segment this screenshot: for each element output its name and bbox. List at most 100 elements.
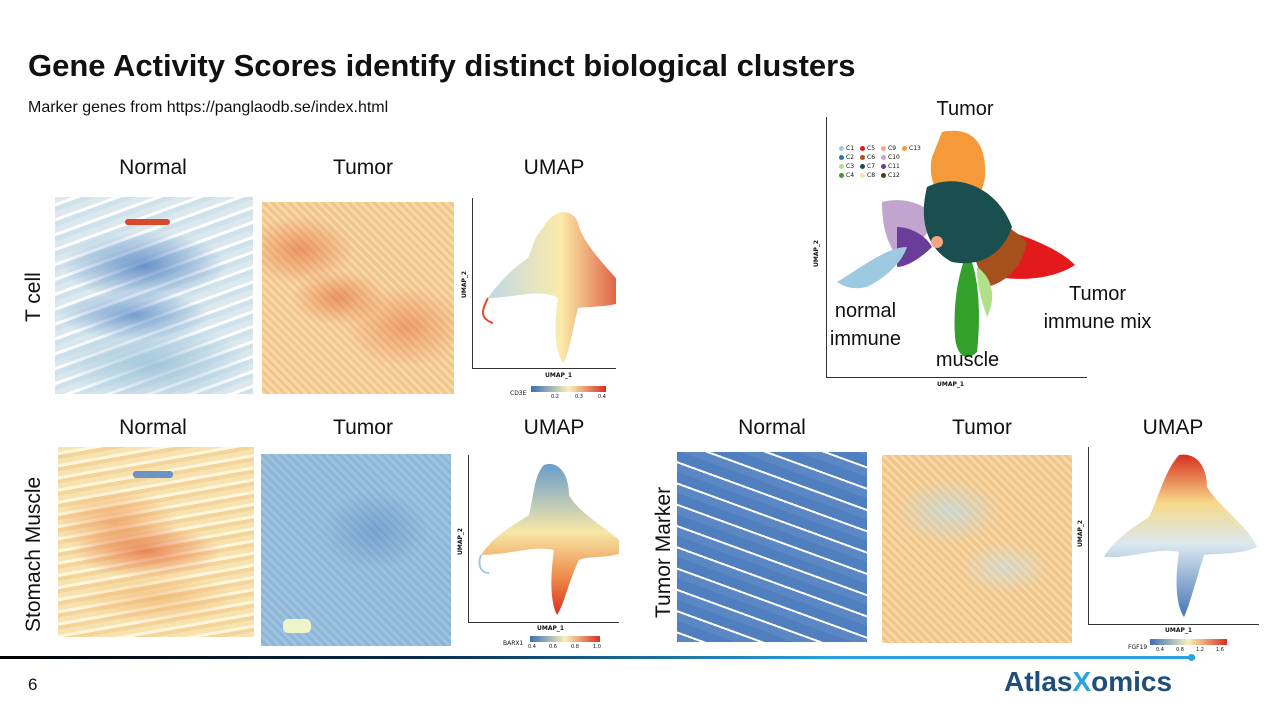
umap-tcell: UMAP_1 UMAP_2 xyxy=(461,198,633,379)
logo-text-x: X xyxy=(1072,666,1092,697)
colorbar-fgf19-tick: 0.4 xyxy=(1156,647,1164,653)
cluster-legend-label: C2 xyxy=(846,154,855,161)
tissue-map-tumormarker-normal xyxy=(677,452,867,642)
header-tumor-bottom-left: Tumor xyxy=(333,416,393,439)
colorbar-fgf19-tick: 1.2 xyxy=(1196,647,1204,653)
colorbar-barx1-tick: 0.8 xyxy=(571,644,579,650)
cluster-legend-swatch xyxy=(881,155,886,160)
colorbar-barx1-tick: 0.4 xyxy=(528,644,536,650)
cluster-legend-label: C10 xyxy=(888,154,900,161)
row-label-stomach-muscle: Stomach Muscle xyxy=(22,476,45,632)
cluster-anno-normal-immune: normal immune xyxy=(818,297,913,353)
header-normal-bottom-right: Normal xyxy=(738,416,806,439)
header-normal-top: Normal xyxy=(119,156,187,179)
cluster-legend-label: C12 xyxy=(888,172,900,179)
cluster-legend-label: C6 xyxy=(867,154,876,161)
colorbar-cd3e xyxy=(531,386,606,392)
cluster-anno-tumor-immune-mix: Tumor immune mix xyxy=(1030,280,1165,336)
cluster-legend-item: C7 xyxy=(860,163,875,170)
row-label-t-cell: T cell xyxy=(22,272,45,322)
cluster-legend-item: C12 xyxy=(881,172,900,179)
cluster-legend-label: C5 xyxy=(867,145,876,152)
cluster-legend-item: C10 xyxy=(881,154,900,161)
cluster-legend-swatch xyxy=(902,146,907,151)
tissue-map-muscle-tumor xyxy=(261,454,451,646)
header-tumor-top: Tumor xyxy=(333,156,393,179)
cluster-anno-tumor: Tumor xyxy=(936,98,994,120)
umap-tumormarker-ylabel: UMAP_2 xyxy=(1077,519,1084,547)
header-umap-top: UMAP xyxy=(523,156,585,179)
slide-title: Gene Activity Scores identify distinct b… xyxy=(28,48,856,83)
cluster-legend-swatch xyxy=(860,155,865,160)
umap-clusters: UMAP_1 UMAP_2 C1 C2 C3 C4 C5 C6 C7 C8 C9 C10 C11 C1… xyxy=(813,117,1087,388)
umap-muscle-xlabel: UMAP_1 xyxy=(537,625,565,632)
umap-tcell-ylabel: UMAP_2 xyxy=(461,270,468,298)
cluster-legend-swatch xyxy=(881,146,886,151)
umap-muscle-ylabel: UMAP_2 xyxy=(457,527,464,555)
header-umap-bottom-right: UMAP xyxy=(1142,416,1204,439)
tissue-map-muscle-normal xyxy=(58,447,254,637)
colorbar-fgf19-tick: 0.8 xyxy=(1176,647,1184,653)
logo-text-omics: omics xyxy=(1091,666,1173,697)
cluster-legend-item: C9 xyxy=(881,145,896,152)
footer-divider-dot xyxy=(1188,654,1195,661)
cluster-legend-label: C1 xyxy=(846,145,855,152)
cluster-legend-item: C4 xyxy=(839,172,854,179)
cluster-legend-item: C6 xyxy=(860,154,875,161)
cluster-legend-label: C8 xyxy=(867,172,876,179)
umap-muscle: UMAP_1 UMAP_2 xyxy=(457,455,629,632)
cluster-legend-label: C13 xyxy=(909,145,921,152)
logo-text-atlas: Atlas xyxy=(1004,666,1073,697)
cluster-legend-swatch xyxy=(860,164,865,169)
cluster-anno-muscle: muscle xyxy=(935,349,1000,371)
colorbar-fgf19-label: FGF19 xyxy=(1128,644,1148,651)
cluster-legend-item: C5 xyxy=(860,145,875,152)
footer-divider xyxy=(0,656,1195,659)
colorbar-cd3e-label: CD3E xyxy=(510,390,527,397)
umap-tumormarker-embedding xyxy=(1104,454,1257,617)
tissue-map-tcell-tumor xyxy=(262,202,454,394)
cluster-legend-label: C11 xyxy=(888,163,900,170)
row-label-tumor-marker: Tumor Marker xyxy=(652,486,675,618)
cluster-legend-label: C3 xyxy=(846,163,855,170)
cluster-legend-item: C2 xyxy=(839,154,854,161)
cluster-legend-swatch xyxy=(881,173,886,178)
cluster-legend-item: C11 xyxy=(881,163,900,170)
tissue-map-tcell-normal xyxy=(55,197,253,394)
umap-tumormarker-xlabel: UMAP_1 xyxy=(1165,627,1193,634)
header-tumor-bottom-right: Tumor xyxy=(952,416,1012,439)
cluster-legend-swatch xyxy=(839,146,844,151)
cluster-legend-swatch xyxy=(839,155,844,160)
cluster-legend-swatch xyxy=(839,173,844,178)
cluster-legend-swatch xyxy=(860,173,865,178)
cluster-legend-swatch xyxy=(860,146,865,151)
umap-clusters-embedding xyxy=(837,130,1075,357)
cluster-anno-tumor-immune-mix-text: Tumor immune mix xyxy=(1043,283,1152,333)
umap-muscle-embedding xyxy=(478,464,629,615)
cluster-legend-label: C4 xyxy=(846,172,855,179)
cluster-anno-normal-immune-text: normal immune xyxy=(829,300,902,350)
colorbar-fgf19 xyxy=(1150,639,1227,645)
cluster-legend-label: C7 xyxy=(867,163,876,170)
colorbar-cd3e-tick: 0.4 xyxy=(598,394,606,400)
cluster-legend-item: C1 xyxy=(839,145,854,152)
header-normal-bottom-left: Normal xyxy=(119,416,187,439)
colorbar-cd3e-tick: 0.2 xyxy=(551,394,559,400)
umap-tcell-xlabel: UMAP_1 xyxy=(545,372,573,379)
colorbar-barx1 xyxy=(530,636,600,642)
company-logo: AtlasXomics xyxy=(1004,666,1172,698)
header-umap-bottom-left: UMAP xyxy=(523,416,585,439)
tissue-map-tumormarker-tumor xyxy=(882,455,1072,643)
umap-tcell-embedding xyxy=(482,212,633,363)
slide-subtitle: Marker genes from https://panglaodb.se/i… xyxy=(28,99,389,116)
cluster-legend-label: C9 xyxy=(888,145,897,152)
colorbar-barx1-label: BARX1 xyxy=(503,640,524,647)
cluster-legend-item: C8 xyxy=(860,172,875,179)
colorbar-fgf19-tick: 1.6 xyxy=(1216,647,1224,653)
cluster-legend-item: C13 xyxy=(902,145,921,152)
colorbar-cd3e-tick: 0.3 xyxy=(575,394,583,400)
colorbar-barx1-tick: 0.6 xyxy=(549,644,557,650)
umap-clusters-ylabel: UMAP_2 xyxy=(813,239,820,267)
cluster-legend-item: C3 xyxy=(839,163,854,170)
colorbar-barx1-tick: 1.0 xyxy=(593,644,601,650)
